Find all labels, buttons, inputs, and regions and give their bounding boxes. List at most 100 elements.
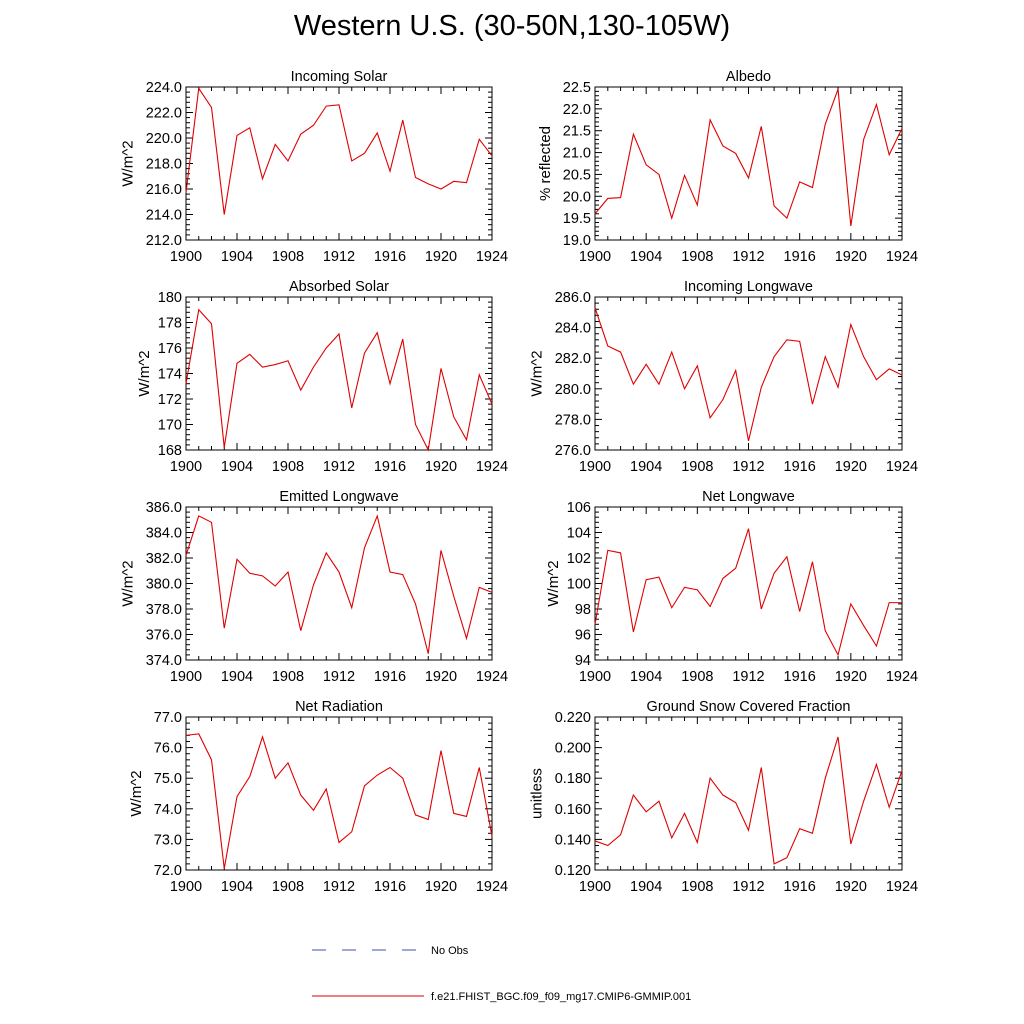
ground-snow-covered-fraction-ylabel: unitless — [529, 768, 546, 819]
incoming-longwave-ylabel: W/m^2 — [529, 350, 546, 396]
ground-snow-covered-fraction-xtick-label: 1920 — [835, 879, 867, 895]
absorbed-solar-xtick-label: 1924 — [476, 459, 508, 475]
absorbed-solar-ytick-label: 176 — [158, 341, 182, 357]
ground-snow-covered-fraction-ytick-label: 0.140 — [555, 832, 591, 848]
absorbed-solar-ylabel: W/m^2 — [136, 350, 153, 396]
net-radiation-xtick-label: 1904 — [221, 879, 253, 895]
incoming-longwave-ytick-label: 278.0 — [555, 412, 591, 428]
emitted-longwave-xtick-label: 1916 — [374, 669, 406, 685]
net-radiation-series-line — [185, 733, 493, 869]
incoming-solar-ytick-label: 218.0 — [146, 157, 182, 173]
net-longwave-ytick-label: 96 — [575, 628, 591, 644]
emitted-longwave-ytick-label: 382.0 — [146, 551, 182, 567]
incoming-solar-xtick-label: 1904 — [221, 249, 253, 265]
absorbed-solar-title: Absorbed Solar — [289, 279, 389, 295]
absorbed-solar-xtick-label: 1908 — [272, 459, 304, 475]
absorbed-solar-xtick-label: 1912 — [323, 459, 355, 475]
incoming-longwave-xtick-label: 1924 — [886, 459, 918, 475]
incoming-longwave-ytick-label: 280.0 — [555, 382, 591, 398]
emitted-longwave-xtick-label: 1904 — [221, 669, 253, 685]
net-radiation-xtick-label: 1920 — [425, 879, 457, 895]
absorbed-solar-xtick-label: 1904 — [221, 459, 253, 475]
absorbed-solar-ytick-label: 178 — [158, 316, 182, 332]
net-radiation-ytick-label: 74.0 — [154, 802, 182, 818]
ground-snow-covered-fraction-xtick-label: 1912 — [732, 879, 764, 895]
emitted-longwave-xtick-label: 1920 — [425, 669, 457, 685]
incoming-solar-xtick-label: 1916 — [374, 249, 406, 265]
absorbed-solar-ytick-label: 172 — [158, 392, 182, 408]
incoming-solar-xtick-label: 1920 — [425, 249, 457, 265]
net-radiation-xtick-label: 1908 — [272, 879, 304, 895]
incoming-solar-frame — [185, 86, 493, 241]
ground-snow-covered-fraction-ytick-label: 0.220 — [555, 710, 591, 726]
albedo-ytick-label: 22.0 — [563, 102, 591, 118]
net-longwave-ytick-label: 100 — [567, 577, 591, 593]
albedo-xtick-label: 1904 — [630, 249, 662, 265]
net-longwave-ylabel: W/m^2 — [545, 560, 562, 606]
incoming-solar-ytick-label: 216.0 — [146, 182, 182, 198]
ground-snow-covered-fraction-frame — [594, 716, 903, 871]
ground-snow-covered-fraction-title: Ground Snow Covered Fraction — [647, 699, 851, 715]
absorbed-solar-ytick-label: 180 — [158, 290, 182, 306]
incoming-longwave-series-line — [594, 307, 903, 441]
net-radiation-ytick-label: 73.0 — [154, 832, 182, 848]
net-radiation-xtick-label: 1912 — [323, 879, 355, 895]
emitted-longwave-ytick-label: 374.0 — [146, 653, 182, 669]
albedo-ytick-label: 20.0 — [563, 189, 591, 205]
albedo-ytick-label: 19.0 — [563, 233, 591, 249]
albedo-xtick-label: 1900 — [579, 249, 611, 265]
absorbed-solar-xtick-label: 1916 — [374, 459, 406, 475]
incoming-longwave-frame — [594, 296, 903, 451]
absorbed-solar-series-line — [185, 308, 493, 452]
net-longwave-series-line — [594, 528, 902, 657]
incoming-longwave-title: Incoming Longwave — [684, 279, 813, 295]
incoming-solar-xtick-label: 1900 — [170, 249, 202, 265]
emitted-longwave-title: Emitted Longwave — [279, 489, 398, 505]
incoming-longwave-xtick-label: 1904 — [630, 459, 662, 475]
albedo-ytick-label: 19.5 — [563, 211, 591, 227]
net-longwave-ytick-label: 98 — [575, 602, 591, 618]
ground-snow-covered-fraction-ytick-label: 0.160 — [555, 802, 591, 818]
incoming-solar-xtick-label: 1912 — [323, 249, 355, 265]
incoming-longwave-xtick-label: 1920 — [835, 459, 867, 475]
ground-snow-covered-fraction-ytick-label: 0.180 — [555, 771, 591, 787]
incoming-solar-ytick-label: 212.0 — [146, 233, 182, 249]
net-longwave-xtick-label: 1920 — [835, 669, 867, 685]
emitted-longwave-ytick-label: 378.0 — [146, 602, 182, 618]
net-radiation-ytick-label: 72.0 — [154, 863, 182, 879]
emitted-longwave-ytick-label: 376.0 — [146, 628, 182, 644]
net-longwave-xtick-label: 1912 — [732, 669, 764, 685]
emitted-longwave-ylabel: W/m^2 — [120, 560, 137, 606]
incoming-solar-ylabel: W/m^2 — [120, 140, 137, 186]
net-longwave-ytick-label: 106 — [567, 500, 591, 516]
ground-snow-covered-fraction-xtick-label: 1924 — [886, 879, 918, 895]
ground-snow-covered-fraction-xtick-label: 1900 — [579, 879, 611, 895]
net-radiation-ytick-label: 76.0 — [154, 741, 182, 757]
absorbed-solar-xtick-label: 1920 — [425, 459, 457, 475]
incoming-solar-series-line — [185, 86, 493, 215]
incoming-solar-xtick-label: 1924 — [476, 249, 508, 265]
incoming-solar-ytick-label: 214.0 — [146, 208, 182, 224]
legend-label-2: f.e21.FHIST_BGC.f09_f09_mg17.CMIP6-GMMIP… — [431, 991, 691, 1003]
ground-snow-covered-fraction-ytick-label: 0.200 — [555, 741, 591, 757]
emitted-longwave-xtick-label: 1908 — [272, 669, 304, 685]
albedo-ylabel: % reflected — [537, 126, 554, 201]
emitted-longwave-xtick-label: 1924 — [476, 669, 508, 685]
absorbed-solar-ytick-label: 174 — [158, 367, 182, 383]
net-longwave-xtick-label: 1904 — [630, 669, 662, 685]
incoming-solar-xtick-label: 1908 — [272, 249, 304, 265]
albedo-xtick-label: 1916 — [784, 249, 816, 265]
net-radiation-title: Net Radiation — [295, 699, 383, 715]
emitted-longwave-ytick-label: 386.0 — [146, 500, 182, 516]
emitted-longwave-ytick-label: 380.0 — [146, 577, 182, 593]
ground-snow-covered-fraction-series-line — [594, 736, 903, 865]
albedo-xtick-label: 1912 — [732, 249, 764, 265]
albedo-title: Albedo — [726, 69, 771, 85]
incoming-longwave-ytick-label: 286.0 — [555, 290, 591, 306]
ground-snow-covered-fraction-ytick-label: 0.120 — [555, 863, 591, 879]
incoming-longwave-xtick-label: 1916 — [784, 459, 816, 475]
incoming-longwave-ytick-label: 284.0 — [555, 321, 591, 337]
albedo-ytick-label: 21.0 — [563, 146, 591, 162]
net-radiation-ytick-label: 77.0 — [154, 710, 182, 726]
